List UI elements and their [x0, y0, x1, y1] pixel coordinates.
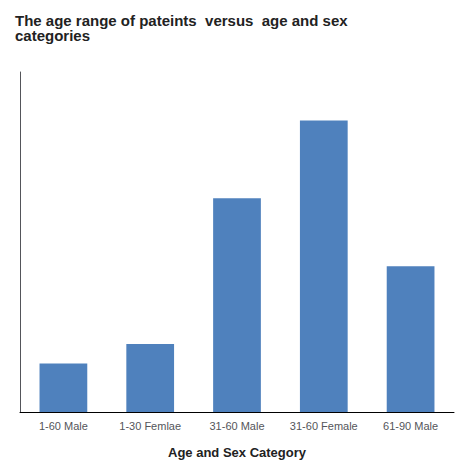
svg-text:Age and Sex Category: Age and Sex Category	[168, 445, 307, 460]
svg-text:The age range of pateints vers: The age range of pateints versus age and…	[15, 12, 348, 29]
svg-text:categories: categories	[15, 27, 90, 44]
svg-text:1-30 Femlae: 1-30 Femlae	[119, 420, 181, 432]
svg-text:31-60 Female: 31-60 Female	[290, 420, 358, 432]
svg-text:61-90 Male: 61-90 Male	[383, 420, 438, 432]
svg-text:1-60 Male: 1-60 Male	[39, 420, 88, 432]
svg-text:31-60 Male: 31-60 Male	[209, 420, 264, 432]
